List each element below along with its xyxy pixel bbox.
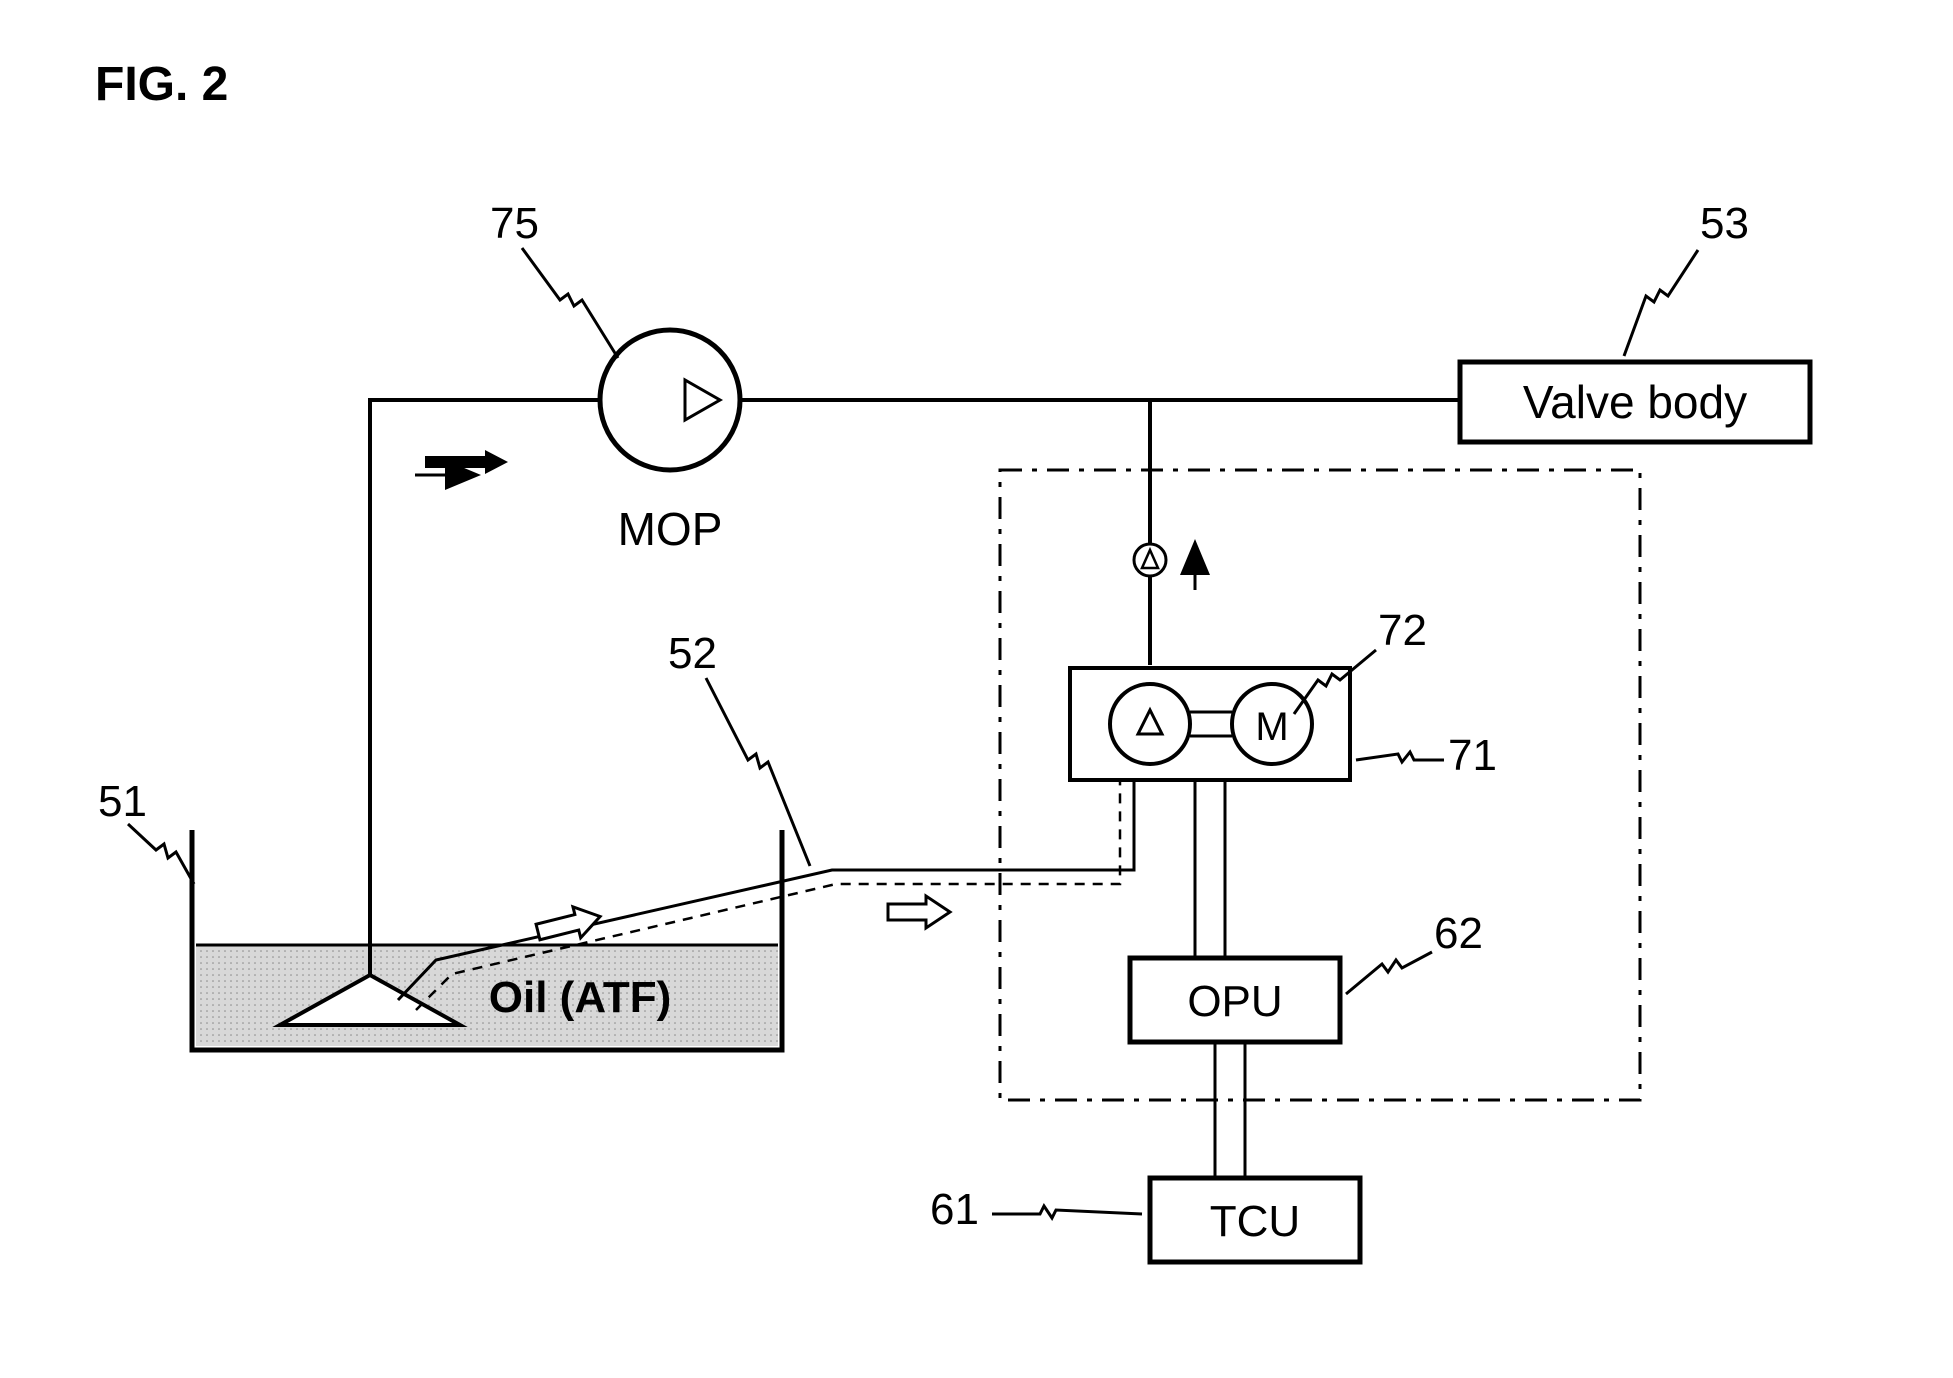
motor-label: M [1255, 705, 1288, 749]
svg-text:61: 61 [930, 1185, 979, 1234]
electric-oil-pump: M [1070, 668, 1350, 780]
ref-52: 52 [668, 629, 810, 866]
figure-title: FIG. 2 [95, 58, 228, 111]
svg-text:51: 51 [98, 777, 147, 826]
svg-text:52: 52 [668, 629, 717, 678]
svg-text:71: 71 [1448, 731, 1497, 780]
ref-75: 75 [490, 199, 618, 358]
oil-label: Oil (ATF) [489, 973, 671, 1022]
hollow-arrow-icon [888, 896, 950, 928]
svg-text:75: 75 [490, 199, 539, 248]
opu-label: OPU [1187, 977, 1282, 1026]
valve-body-box: Valve body [1460, 362, 1810, 442]
ref-53: 53 [1624, 199, 1749, 356]
eop-opu-bus [1195, 780, 1225, 958]
tcu-box: TCU [1150, 1178, 1360, 1262]
hollow-arrow-icon [534, 901, 604, 948]
opu-box: OPU [1130, 958, 1340, 1042]
svg-text:72: 72 [1378, 606, 1427, 655]
tcu-label: TCU [1210, 1197, 1300, 1246]
diagram-canvas: FIG. 2 Oil (ATF) MOP Valve body [0, 0, 1953, 1378]
svg-text:53: 53 [1700, 199, 1749, 248]
mop-intake-line [370, 400, 600, 975]
ref-51: 51 [98, 777, 194, 884]
ref-71: 71 [1356, 731, 1497, 780]
flow-arrow-icon [425, 450, 508, 474]
opu-tcu-bus [1215, 1042, 1245, 1178]
ref-61: 61 [930, 1185, 1142, 1234]
mop-pump: MOP [600, 330, 740, 555]
mop-label: MOP [618, 503, 723, 555]
ref-62: 62 [1346, 909, 1483, 994]
svg-text:62: 62 [1434, 909, 1483, 958]
oil-pan: Oil (ATF) [192, 830, 782, 1050]
eop-discharge-line [1134, 400, 1195, 665]
valve-body-label: Valve body [1523, 376, 1747, 428]
